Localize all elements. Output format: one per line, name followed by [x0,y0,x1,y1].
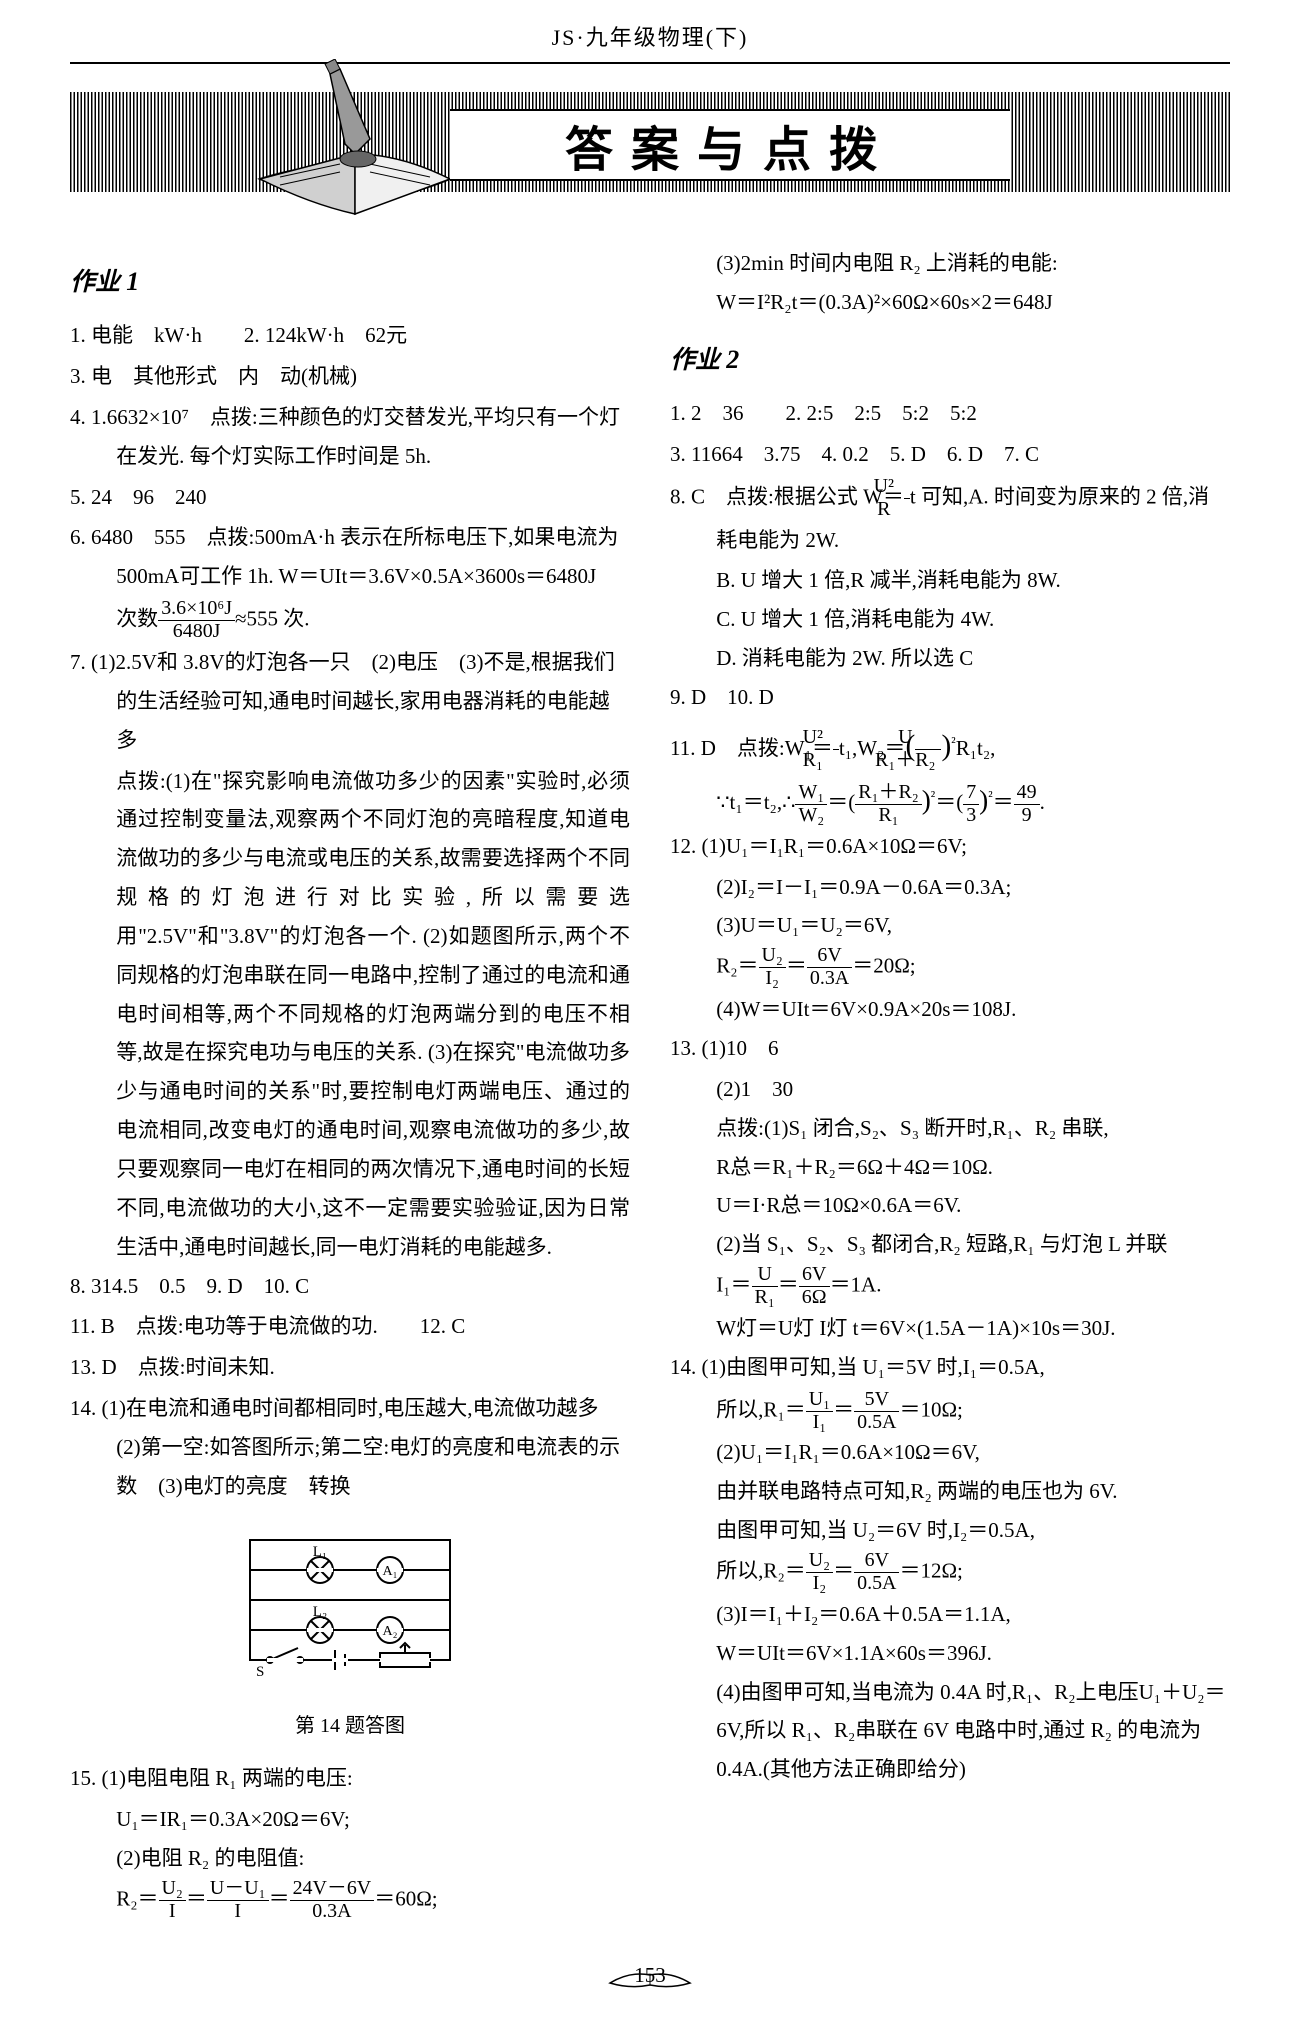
text-line: 由并联电路特点可知,R₂ 两端的电压也为 6V. [670,1472,1230,1511]
text-line: I₁＝UR₁＝6V6Ω＝1A. [670,1264,1230,1309]
text-line: 7. (1)2.5V和 3.8V的灯泡各一只 (2)电压 (3)不是,根据我们的… [70,643,630,760]
text-line: 1. 2 36 2. 2:5 2:5 5:2 5:2 [670,394,1230,433]
text-line: (3)2min 时间内电阻 R₂ 上消耗的电能: [670,244,1230,283]
text-line: (2)U₁＝I₁R₁＝0.6A×10Ω＝6V, [670,1433,1230,1472]
text-line: 所以,R₂＝U₂I₂＝6V0.5A＝12Ω; [670,1550,1230,1595]
text-line: 14. (1)在电流和通电时间都相同时,电压越大,电流做功越多 (2)第一空:如… [70,1389,630,1506]
assignment-1-heading: 作业 1 [70,258,630,306]
text-line: (4)W＝UIt＝6V×0.9A×20s＝108J. [670,990,1230,1029]
text-line: (2)I₂＝I－I₁＝0.9A－0.6A＝0.3A; [670,868,1230,907]
text-line: 14. (1)由图甲可知,当 U₁＝5V 时,I₁＝0.5A, [670,1348,1230,1387]
title-banner: 答案与点拨 [70,74,1230,214]
text-line: B. U 增大 1 倍,R 减半,消耗电能为 8W. [670,561,1230,600]
text-line: (4)由图甲可知,当电流为 0.4A 时,R₁、R₂上电压U₁＋U₂＝6V,所以… [670,1673,1230,1790]
text-line: U₁＝IR₁＝0.3A×20Ω＝6V; [70,1800,630,1839]
text-line: 6. 6480 555 点拨:500mA·h 表示在所标电压下,如果电流为500… [70,518,630,596]
text-line: (3)I＝I₁＋I₂＝0.6A＋0.5A＝1.1A, [670,1595,1230,1634]
text-line: 13. (1)10 6 [670,1029,1230,1068]
right-column: (3)2min 时间内电阻 R₂ 上消耗的电能: W＝I²R₂t＝(0.3A)²… [670,244,1230,1923]
text-line: (2)1 30 [670,1070,1230,1109]
assignment-2-heading: 作业 2 [670,336,1230,384]
svg-text:S: S [256,1664,264,1680]
text-line: R总＝R₁＋R₂＝6Ω＋4Ω＝10Ω. [670,1148,1230,1187]
text-line: 次数3.6×10⁶J6480J≈555 次. [70,598,630,643]
text-line: 1. 电能 kW·h 2. 124kW·h 62元 [70,316,630,355]
text-line: 15. (1)电阻电阻 R₁ 两端的电压: [70,1759,630,1798]
text-line: 3. 电 其他形式 内 动(机械) [70,357,630,396]
left-column: 作业 1 1. 电能 kW·h 2. 124kW·h 62元 3. 电 其他形式… [70,244,630,1923]
text-line: C. U 增大 1 倍,消耗电能为 4W. [670,600,1230,639]
text-line: 8. 314.5 0.5 9. D 10. C [70,1267,630,1306]
text-line: W＝I²R₂t＝(0.3A)²×60Ω×60s×2＝648J [670,283,1230,322]
text-line: ∵t₁＝t₂,∴W₁W₂＝(R₁＋R₂R₁)²＝(73)²＝499. [670,775,1230,827]
figure-caption: 第 14 题答图 [70,1708,630,1745]
text-line: 13. D 点拨:时间未知. [70,1348,630,1387]
page-header: JS·九年级物理(下) [70,20,1230,64]
page-number: 153 [605,1963,695,1988]
circuit-figure: L₁ A₁ L₂ A₂ S 第 14 题答图 [70,1520,630,1746]
text-line: R₂＝U₂I＝U－U₁I＝24V－6V0.3A＝60Ω; [70,1878,630,1923]
text-line: 8. C 点拨:根据公式 W＝U²Rt 可知,A. 时间变为原来的 2 倍,消耗… [670,476,1230,560]
text-line: D. 消耗电能为 2W. 所以选 C [670,639,1230,678]
text-line: W＝UIt＝6V×1.1A×60s＝396J. [670,1634,1230,1673]
text-line: 点拨:(1)S₁ 闭合,S₂、S₃ 断开时,R₁、R₂ 串联, [670,1109,1230,1148]
text-line: 9. D 10. D [670,678,1230,717]
text-line: 点拨:(1)在"探究影响电流做功多少的因素"实验时,必须通过控制变量法,观察两个… [70,762,630,1267]
svg-text:L₁: L₁ [313,1544,327,1560]
text-line: R₂＝U₂I₂＝6V0.3A＝20Ω; [670,945,1230,990]
text-line: U＝I·R总＝10Ω×0.6A＝6V. [670,1186,1230,1225]
svg-text:A₁: A₁ [383,1564,398,1579]
book-icon [240,59,470,224]
text-line: 11. B 点拨:电功等于电流做的功. 12. C [70,1307,630,1346]
text-line: 所以,R₁＝U₁I₁＝5V0.5A＝10Ω; [670,1389,1230,1434]
text-line: (2)当 S₁、S₂、S₃ 都闭合,R₂ 短路,R₁ 与灯泡 L 并联 [670,1225,1230,1264]
page-footer: 153 [70,1953,1230,1993]
text-line: 4. 1.6632×10⁷ 点拨:三种颜色的灯交替发光,平均只有一个灯在发光. … [70,398,630,476]
text-line: 3. 11664 3.75 4. 0.2 5. D 6. D 7. C [670,435,1230,474]
text-line: W灯＝U灯 I灯 t＝6V×(1.5A－1A)×10s＝30J. [670,1309,1230,1348]
text-line: (3)U＝U₁＝U₂＝6V, [670,906,1230,945]
text-line: 由图甲可知,当 U₂＝6V 时,I₂＝0.5A, [670,1511,1230,1550]
text-line: 12. (1)U₁＝I₁R₁＝0.6A×10Ω＝6V; [670,827,1230,866]
banner-title: 答案与点拨 [565,110,895,180]
circuit-diagram: L₁ A₁ L₂ A₂ S [220,1520,480,1690]
text-line: 11. D 点拨:W₁＝U²R₁t₁,W₂＝(UR₁＋R₂)²R₁t₂, [670,719,1230,773]
text-line: (2)电阻 R₂ 的电阻值: [70,1839,630,1878]
svg-text:A₂: A₂ [383,1624,398,1639]
svg-text:L₂: L₂ [313,1604,327,1620]
text-line: 5. 24 96 240 [70,478,630,517]
